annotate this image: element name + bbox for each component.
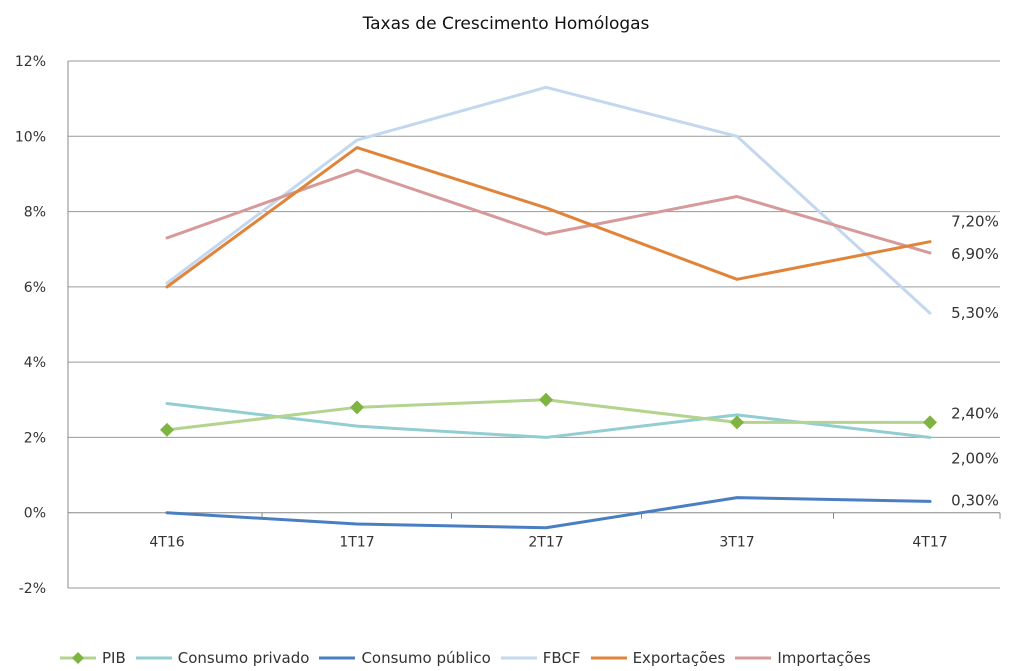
x-tick-label: 2T17 [528, 535, 563, 551]
legend-label: Exportações [632, 649, 726, 667]
y-tick-label: 0% [24, 506, 46, 522]
x-tick-label: 4T17 [912, 535, 947, 551]
legend-swatch [319, 656, 356, 660]
x-tick-label: 4T16 [149, 535, 184, 551]
x-tick-label: 3T17 [719, 535, 754, 551]
legend-label: Consumo privado [177, 649, 310, 667]
legend-item: PIB [58, 649, 126, 667]
legend-label: Consumo público [361, 649, 491, 667]
legend-item: Consumo privado [134, 649, 310, 667]
legend-swatch [135, 656, 172, 660]
legend-item: Consumo público [317, 649, 491, 667]
y-tick-label: 4% [24, 355, 46, 371]
legend-swatch [60, 652, 96, 664]
y-tick-label: 12% [15, 54, 46, 70]
data-label: 5,30% [951, 304, 999, 322]
legend: PIB Consumo privado Consumo público FBCF Exp… [58, 647, 879, 669]
legend-swatch [500, 656, 537, 660]
series-line [165, 146, 932, 289]
data-point [539, 392, 553, 407]
series-line [165, 85, 932, 315]
data-label: 7,20% [951, 213, 999, 231]
y-tick-label: 6% [24, 280, 46, 296]
series-line [165, 496, 932, 530]
y-tick-label: 2% [24, 430, 46, 446]
y-tick-label: 8% [24, 205, 46, 221]
data-point [730, 415, 744, 430]
legend-label: PIB [102, 649, 126, 667]
data-point [350, 400, 364, 415]
data-label: 6,90% [951, 245, 999, 263]
x-tick-label: 1T17 [339, 535, 374, 551]
legend-swatch [590, 656, 627, 660]
legend-label: FBCF [542, 649, 581, 667]
y-tick-label: 10% [15, 129, 46, 145]
data-point [160, 422, 174, 437]
legend-item: FBCF [499, 649, 581, 667]
chart-title: Taxas de Crescimento Homólogas [362, 14, 650, 34]
data-point [923, 415, 937, 430]
data-label: 2,40% [951, 404, 999, 422]
legend-swatch [735, 656, 772, 660]
legend-item: Exportações [589, 649, 726, 667]
y-tick-label: -2% [19, 581, 46, 597]
data-label: 0,30% [951, 491, 999, 509]
series-line [165, 402, 932, 439]
legend-label: Importações [777, 649, 871, 667]
legend-item: Importações [733, 649, 871, 667]
data-label: 2,00% [951, 449, 999, 467]
